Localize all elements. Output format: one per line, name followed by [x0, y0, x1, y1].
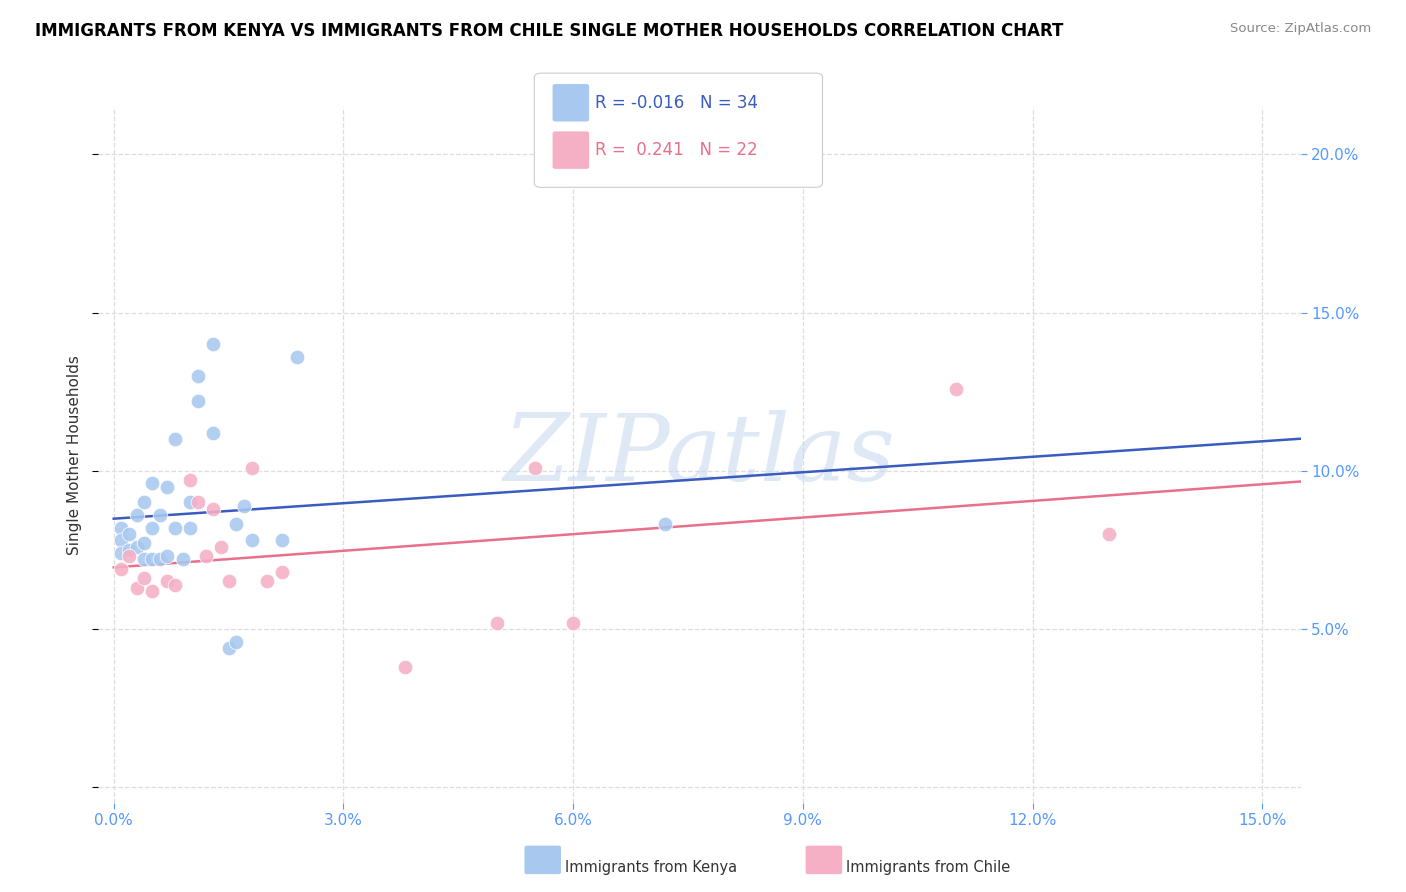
Point [562, 615, 585, 630]
Point [118, 527, 141, 541]
Point [141, 552, 163, 566]
Point [156, 479, 179, 493]
Point [218, 574, 240, 589]
Point [485, 615, 508, 630]
Point [134, 495, 156, 509]
Point [149, 508, 172, 522]
Point [134, 571, 156, 585]
Point [202, 501, 225, 516]
Text: Immigrants from Chile: Immigrants from Chile [846, 860, 1011, 874]
Point [287, 350, 309, 364]
Point [110, 546, 132, 560]
Point [125, 581, 148, 595]
Point [156, 549, 179, 563]
Point [149, 552, 172, 566]
Point [218, 640, 240, 655]
Point [125, 508, 148, 522]
Point [179, 521, 201, 535]
Point [271, 533, 294, 548]
Point [202, 425, 225, 440]
Point [256, 574, 278, 589]
Point [194, 549, 217, 563]
Text: R =  0.241   N = 22: R = 0.241 N = 22 [595, 141, 758, 159]
Point [202, 337, 225, 351]
Point [141, 521, 163, 535]
Point [225, 634, 247, 648]
Point [179, 495, 201, 509]
Point [209, 540, 232, 554]
Text: Source: ZipAtlas.com: Source: ZipAtlas.com [1230, 22, 1371, 36]
Point [163, 432, 186, 446]
Point [163, 577, 186, 591]
Point [163, 521, 186, 535]
Point [523, 460, 546, 475]
Point [187, 368, 209, 383]
Point [141, 583, 163, 598]
Point [187, 495, 209, 509]
Point [240, 460, 263, 475]
Point [394, 660, 416, 674]
Point [110, 521, 132, 535]
Text: Immigrants from Kenya: Immigrants from Kenya [565, 860, 737, 874]
Y-axis label: Single Mother Households: Single Mother Households [66, 355, 82, 555]
Point [134, 552, 156, 566]
Point [118, 549, 141, 563]
Text: IMMIGRANTS FROM KENYA VS IMMIGRANTS FROM CHILE SINGLE MOTHER HOUSEHOLDS CORRELAT: IMMIGRANTS FROM KENYA VS IMMIGRANTS FROM… [35, 22, 1063, 40]
Point [232, 499, 254, 513]
Point [172, 552, 194, 566]
Point [110, 533, 132, 548]
Point [240, 533, 263, 548]
Text: R = -0.016   N = 34: R = -0.016 N = 34 [595, 94, 758, 112]
Point [125, 540, 148, 554]
Point [271, 565, 294, 579]
Point [141, 476, 163, 491]
Point [225, 517, 247, 532]
Point [118, 542, 141, 557]
Point [110, 562, 132, 576]
Point [187, 394, 209, 409]
Point [179, 473, 201, 487]
Point [654, 517, 676, 532]
Text: ZIPatlas: ZIPatlas [503, 410, 896, 500]
Point [1098, 527, 1121, 541]
Point [945, 382, 967, 396]
Point [156, 574, 179, 589]
Point [134, 536, 156, 550]
